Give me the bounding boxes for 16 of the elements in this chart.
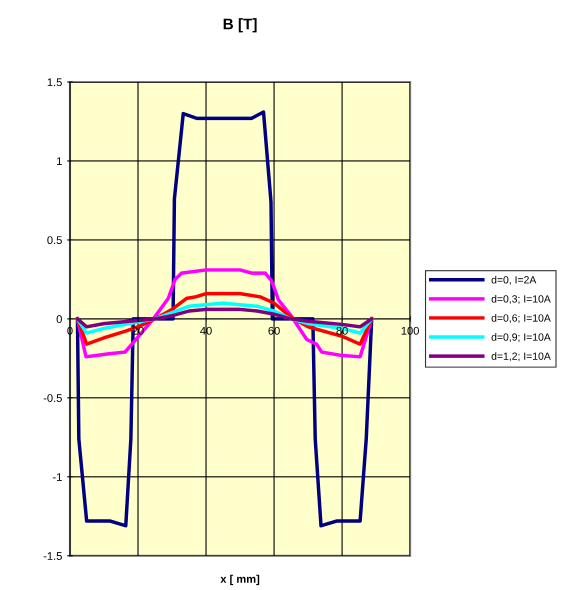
text: d=0,6; I=10A bbox=[492, 314, 551, 323]
y-tick-label: 1.5 bbox=[48, 78, 62, 86]
x-tick-label: 20 bbox=[132, 326, 144, 335]
y-tick-label: -0.5 bbox=[44, 394, 62, 402]
chart-title: B [T] bbox=[224, 18, 257, 32]
text: d=0, I=2A bbox=[492, 276, 536, 285]
y-tick-label: 1 bbox=[57, 157, 62, 165]
line-series bbox=[76, 110, 374, 528]
text: d=1,2; I=10A bbox=[492, 352, 551, 362]
y-tick-label: 0.5 bbox=[47, 236, 62, 244]
y-tick-label: 0 bbox=[56, 315, 62, 324]
text: d=0,9; I=10A bbox=[492, 333, 551, 342]
text: d=0,3; I=10A bbox=[492, 294, 551, 304]
y-tick-label: -1.5 bbox=[44, 552, 62, 560]
x-axis-title: x [ mm] bbox=[220, 574, 260, 586]
y-tick-label: -1 bbox=[52, 473, 62, 481]
